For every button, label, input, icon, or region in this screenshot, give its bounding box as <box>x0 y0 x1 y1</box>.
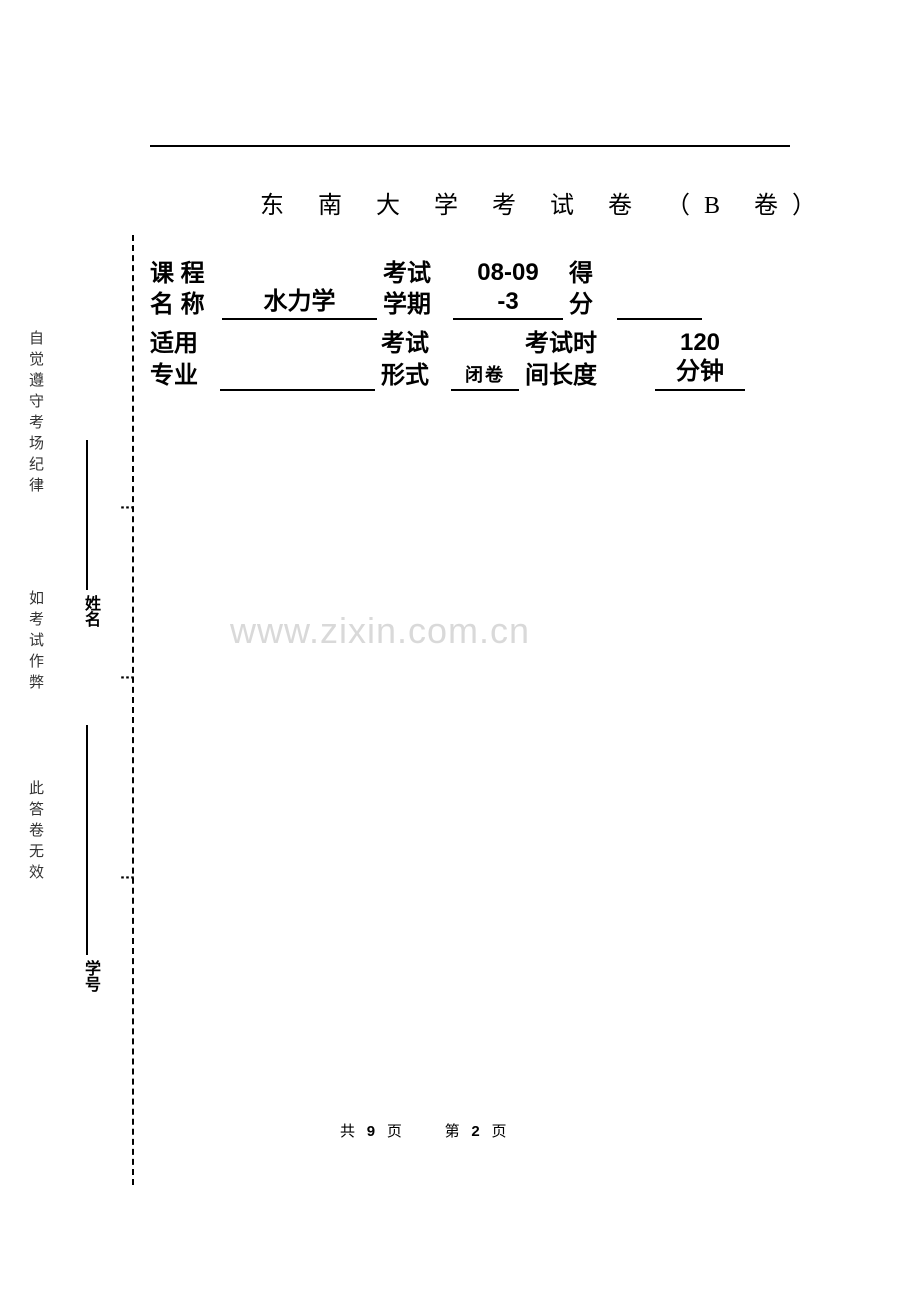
exam-form-value: 闭卷 <box>451 365 519 391</box>
duration-label: 考试时 间长度 <box>525 328 655 390</box>
top-horizontal-rule <box>150 145 790 147</box>
major-value <box>220 387 375 391</box>
footer-total-pages: 9 <box>367 1123 379 1140</box>
dashed-marker-3: ⋮ <box>118 870 136 885</box>
exam-term-label: 考试 学期 <box>383 258 453 320</box>
margin-notice-1: 自觉遵守考场纪律 <box>25 330 46 498</box>
watermark-text: www.zixin.com.cn <box>230 610 530 652</box>
dashed-marker-2: ⋮ <box>118 670 136 685</box>
footer-current-page: 2 <box>471 1123 483 1140</box>
score-value <box>617 316 702 320</box>
header-row-2: 适用 专业 考试 形式 闭卷 考试时 间长度 120 分钟 <box>150 328 790 390</box>
header-row-1: 课 程 名 称 水力学 考试 学期 08-09 -3 得 分 <box>150 258 790 320</box>
binding-dashed-line <box>132 235 134 1185</box>
exam-title: 东 南 大 学 考 试 卷 （B 卷） <box>260 185 830 220</box>
footer-current-label: 第 <box>445 1124 464 1140</box>
margin-notice-2: 如考试作弊 <box>25 590 46 695</box>
name-label: 姓名 <box>78 595 102 627</box>
exam-form-label: 考试 形式 <box>381 328 451 390</box>
margin-notice-3: 此答卷无效 <box>25 780 46 885</box>
score-label: 得 分 <box>569 258 617 320</box>
footer-total-label: 共 <box>340 1124 359 1140</box>
course-name-value: 水力学 <box>222 288 377 321</box>
exam-header-table: 课 程 名 称 水力学 考试 学期 08-09 -3 得 分 适用 专业 考试 … <box>150 258 790 399</box>
footer-page-unit-1: 页 <box>387 1124 406 1140</box>
id-underline <box>86 725 88 955</box>
name-underline <box>86 440 88 590</box>
footer-page-unit-2: 页 <box>491 1124 510 1140</box>
major-label: 适用 专业 <box>150 328 220 390</box>
page-footer: 共 9 页 第 2 页 <box>340 1120 511 1141</box>
duration-value: 120 分钟 <box>655 329 745 391</box>
course-name-label: 课 程 名 称 <box>150 258 222 320</box>
exam-term-value: 08-09 -3 <box>453 259 563 321</box>
id-label: 学号 <box>78 960 102 992</box>
dashed-marker-1: ⋮ <box>118 500 136 515</box>
